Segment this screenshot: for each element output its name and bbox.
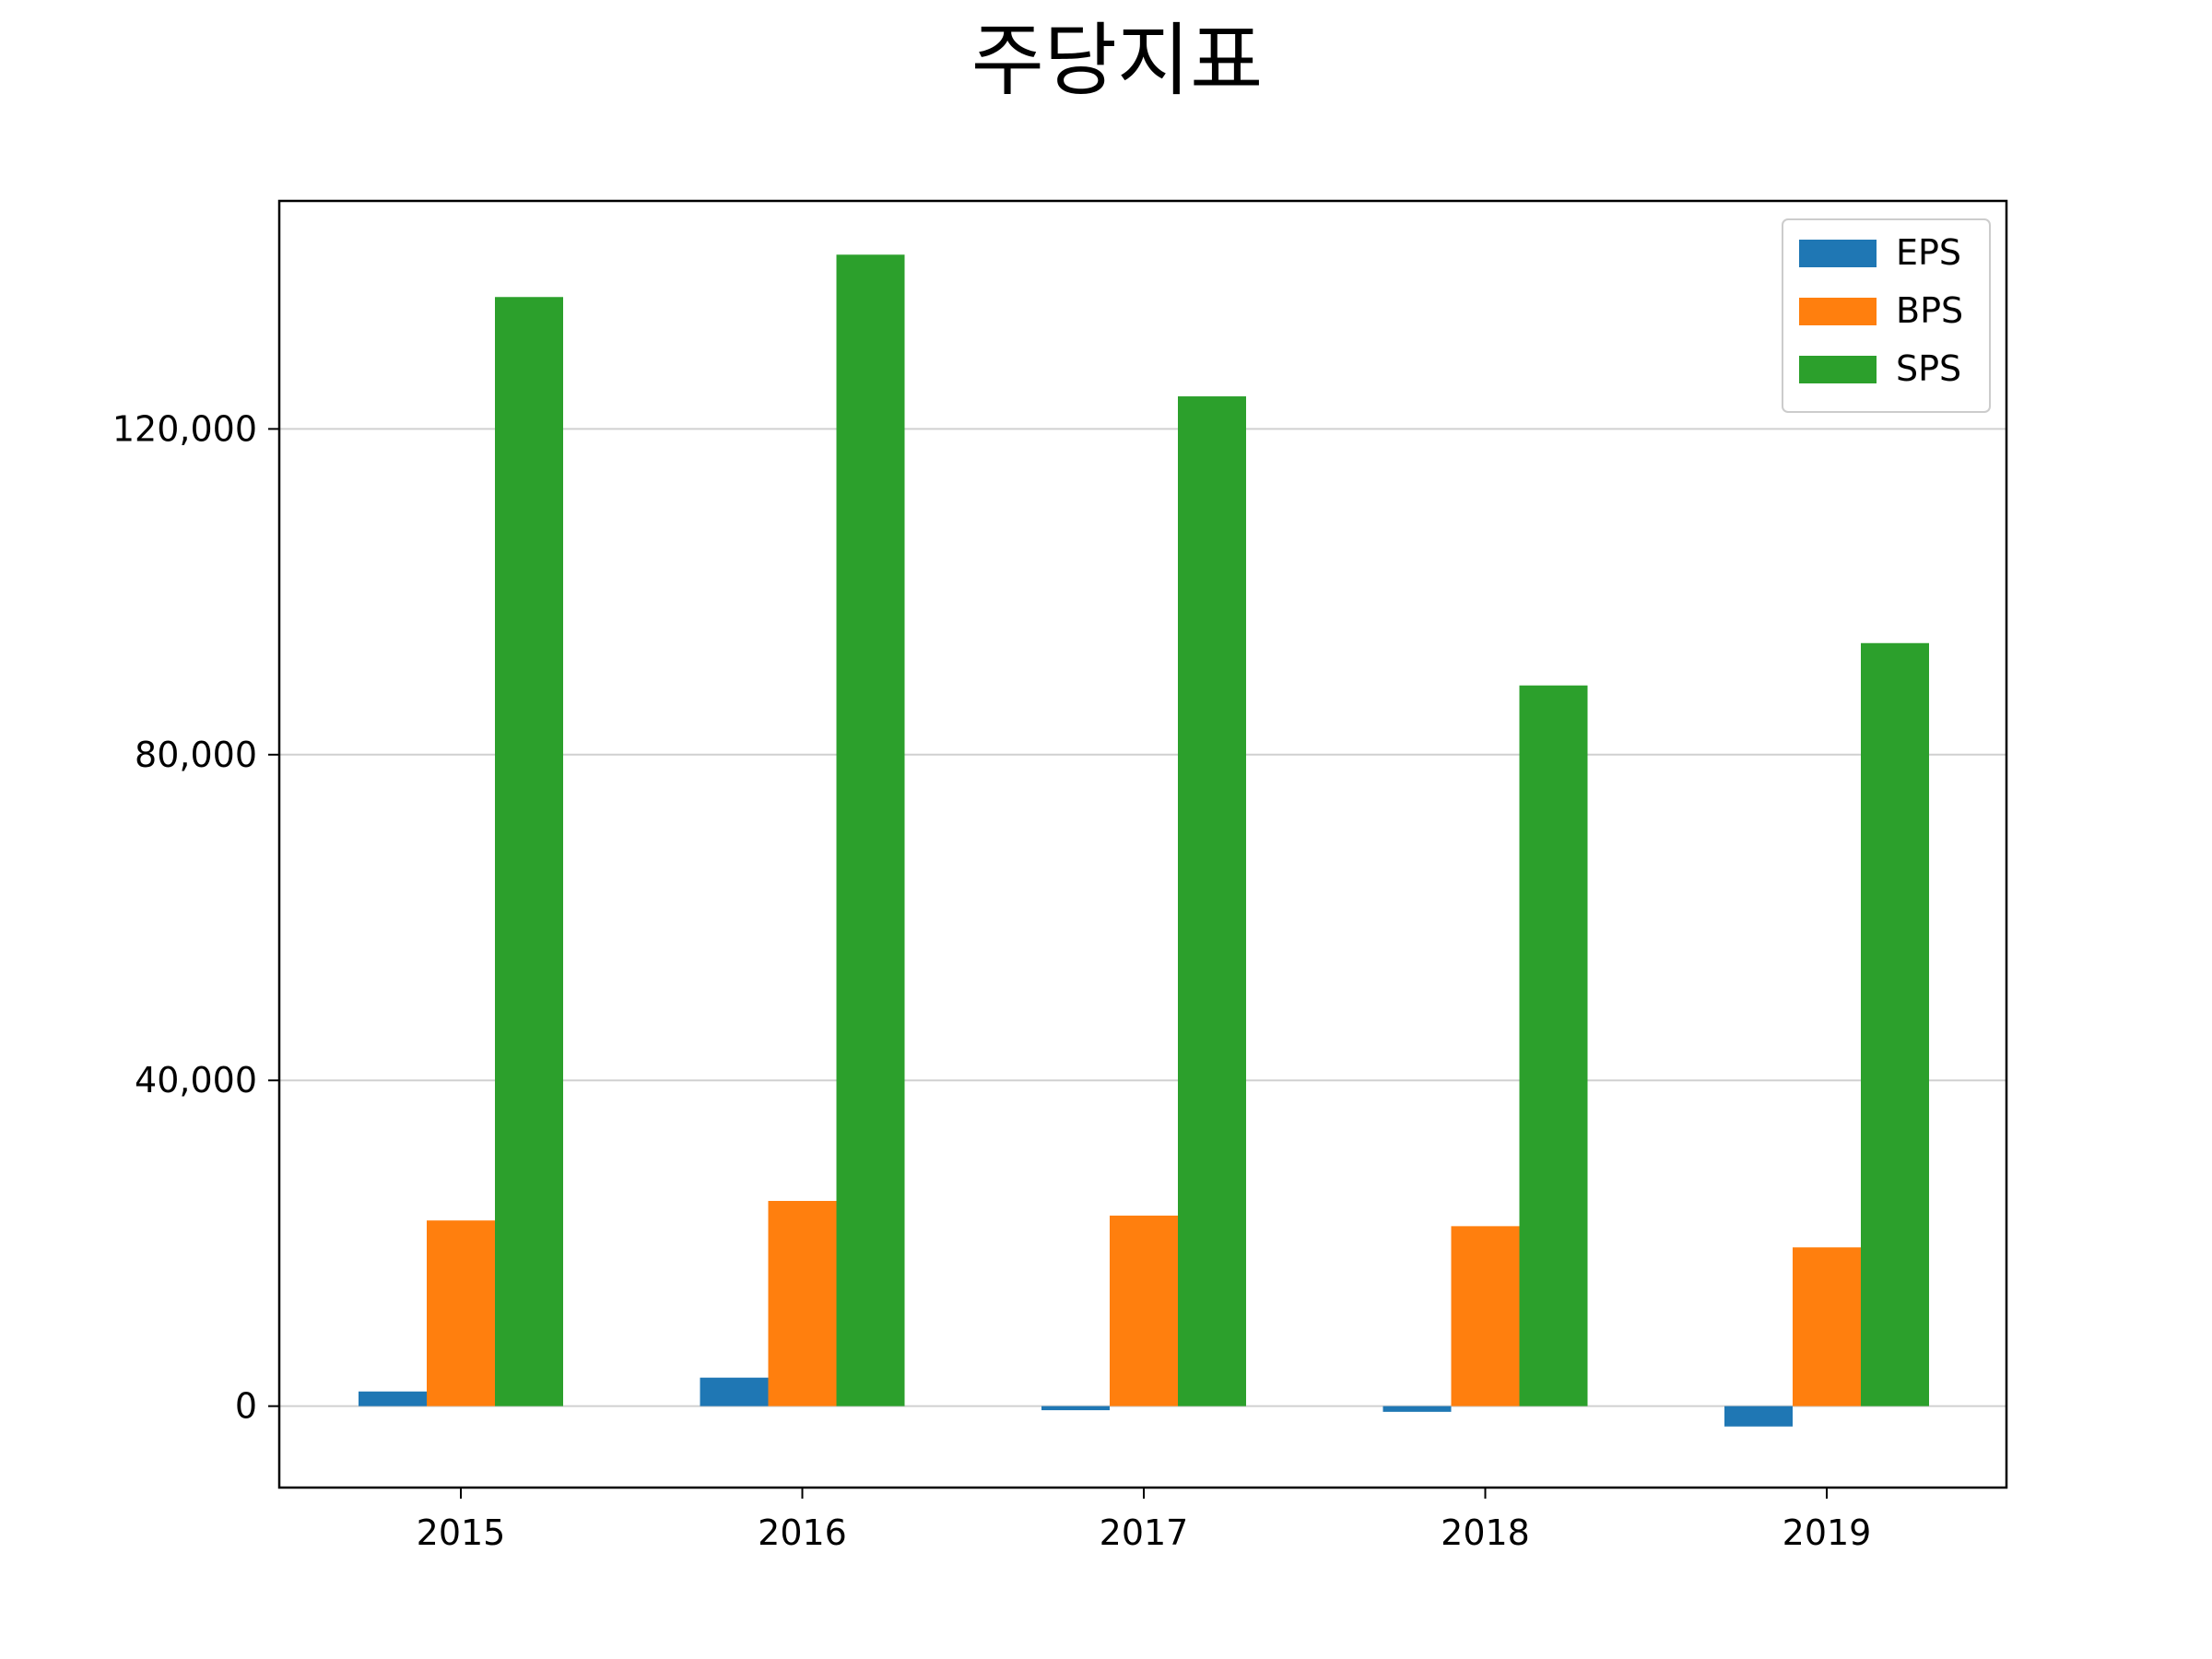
chart-title: 주당지표: [971, 15, 1263, 107]
y-tick-label-1: 40,000: [135, 1060, 257, 1100]
x-tick-label-2018: 2018: [1441, 1512, 1530, 1553]
bar-sps-2019: [1861, 642, 1929, 1406]
x-tick-label-2017: 2017: [1100, 1512, 1189, 1553]
legend-swatch-bps: [1799, 298, 1877, 325]
y-tick-label-2: 80,000: [135, 735, 257, 775]
bar-eps-2019: [1724, 1406, 1793, 1427]
legend-label-sps: SPS: [1896, 348, 1961, 389]
legend-swatch-eps: [1799, 240, 1877, 267]
legend-label-eps: EPS: [1896, 232, 1961, 273]
bar-bps-2015: [427, 1220, 495, 1406]
x-tick-label-2016: 2016: [758, 1512, 847, 1553]
bar-sps-2018: [1519, 685, 1588, 1406]
y-tick-label-0: 0: [235, 1386, 257, 1427]
legend-label-bps: BPS: [1896, 290, 1963, 331]
bar-sps-2015: [495, 297, 563, 1406]
bar-eps-2017: [1041, 1406, 1110, 1411]
bar-sps-2017: [1178, 396, 1246, 1406]
bar-bps-2018: [1451, 1226, 1520, 1406]
bar-bps-2017: [1110, 1215, 1178, 1406]
bar-eps-2015: [359, 1391, 427, 1406]
y-tick-label-3: 120,000: [112, 408, 257, 449]
plot-area: 0 40,000 80,000 120,000 2015 2016 2017 2018 2019: [112, 199, 2008, 1553]
bar-sps-2016: [836, 254, 905, 1406]
bar-bps-2016: [768, 1200, 837, 1406]
legend: EPS BPS SPS: [1782, 218, 1991, 413]
bar-eps-2018: [1382, 1406, 1452, 1412]
x-tick-label-2019: 2019: [1783, 1512, 1872, 1553]
x-tick-label-2015: 2015: [417, 1512, 506, 1553]
bar-eps-2016: [700, 1377, 769, 1406]
legend-swatch-sps: [1799, 356, 1877, 383]
bar-bps-2019: [1793, 1247, 1861, 1406]
